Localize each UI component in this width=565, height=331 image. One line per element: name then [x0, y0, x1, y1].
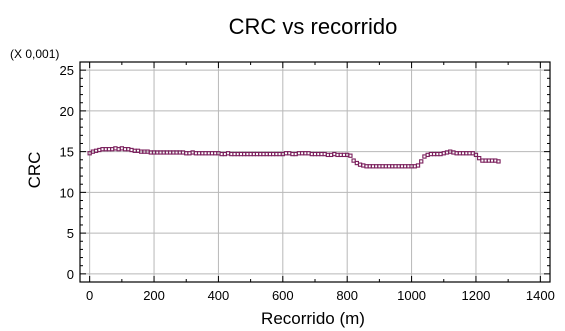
chart-title: CRC vs recorrido — [229, 14, 398, 39]
grid-lines — [80, 62, 550, 282]
data-points — [87, 146, 501, 169]
y-tick-label: 15 — [60, 145, 74, 160]
y-tick-label: 20 — [60, 104, 74, 119]
x-tick-label: 0 — [86, 288, 93, 303]
y-axis-label: CRC — [25, 152, 44, 189]
data-point — [415, 163, 421, 168]
data-point — [419, 159, 424, 164]
x-tick-label: 1400 — [526, 288, 555, 303]
plot-frame — [79, 61, 551, 283]
data-point — [351, 158, 356, 163]
y-tick-label: 0 — [67, 267, 74, 282]
x-tick-label: 600 — [272, 288, 294, 303]
y-tick-labels: 0 5 10 15 20 25 — [60, 63, 74, 282]
y-tick-label: 5 — [67, 226, 74, 241]
y-tick-label: 10 — [60, 185, 74, 200]
x-axis-label: Recorrido (m) — [261, 309, 365, 328]
x-tick-label: 200 — [143, 288, 165, 303]
data-point — [473, 152, 479, 158]
x-tick-label: 1000 — [397, 288, 426, 303]
axis-ticks — [80, 62, 550, 282]
data-point — [496, 159, 501, 164]
x-tick-label: 1200 — [461, 288, 490, 303]
y-scale-note: (X 0,001) — [10, 47, 59, 61]
x-tick-labels: 0 200 400 600 800 1000 1200 1400 — [86, 288, 555, 303]
data-point — [348, 153, 353, 158]
x-tick-label: 400 — [208, 288, 230, 303]
x-tick-label: 800 — [336, 288, 358, 303]
y-tick-label: 25 — [60, 63, 74, 78]
data-point — [477, 155, 482, 161]
